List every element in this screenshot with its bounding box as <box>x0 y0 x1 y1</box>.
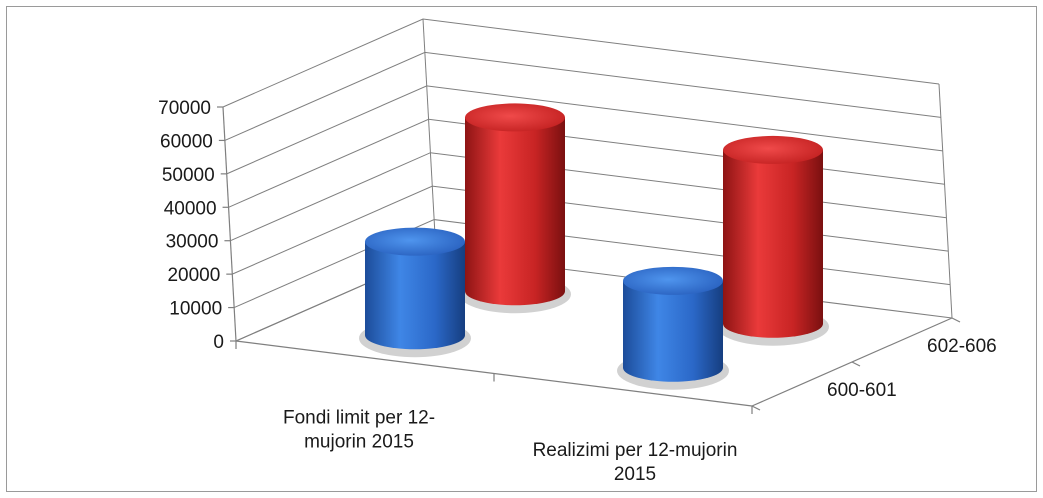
depth-series-label: 600-601 <box>827 380 897 401</box>
bar-top <box>365 227 465 256</box>
y-tick-label: 20000 <box>167 265 220 286</box>
depth-tick-mark-0 <box>751 405 761 411</box>
bar-top <box>465 103 565 132</box>
bar-602-606-1 <box>459 103 571 314</box>
y-axis <box>222 106 237 342</box>
bars <box>359 103 829 390</box>
y-tick-label: 0 <box>213 332 224 353</box>
y-tick-label: 40000 <box>164 198 217 219</box>
x-category-label: Realizimi per 12-mujorin 2015 <box>533 440 738 485</box>
depth-tick-mark-2 <box>951 317 961 323</box>
back-right-edge <box>938 83 953 319</box>
depth-series-label: 602-606 <box>927 336 997 357</box>
axes <box>217 106 961 414</box>
bar-body <box>365 241 465 350</box>
bar-top <box>623 266 723 295</box>
y-tick-label: 60000 <box>160 131 213 152</box>
depth-tick-mark-1 <box>851 361 861 367</box>
y-tick-label: 30000 <box>166 232 219 253</box>
bar-600-601-1 <box>359 227 471 358</box>
bar-602-606-2 <box>717 135 829 346</box>
labels: 0 10000 20000 30000 40000 50000 60000 70000 Fond… <box>158 98 997 485</box>
bar-body <box>623 280 723 382</box>
y-tick-label: 50000 <box>162 165 215 186</box>
back-wall-edge <box>422 18 437 254</box>
bar-body <box>723 149 823 338</box>
y-tick-label: 10000 <box>169 299 222 320</box>
bar-top <box>723 135 823 164</box>
bar-600-601-2 <box>617 266 729 390</box>
x-category-label: Fondi limit per 12-mujorin 2015 <box>283 407 435 452</box>
bar-body <box>465 117 565 306</box>
y-tick-label: 70000 <box>158 98 211 119</box>
